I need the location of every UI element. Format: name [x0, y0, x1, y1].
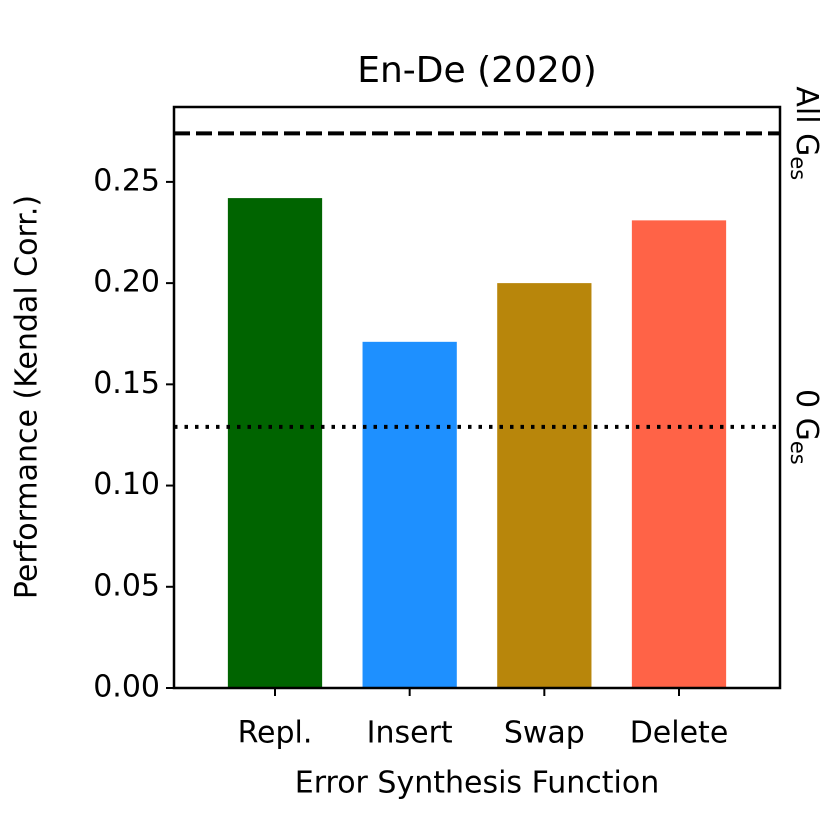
x-tick-label: Repl. — [238, 716, 313, 751]
bar — [497, 283, 592, 688]
y-axis-label: Performance (Kendal Corr.) — [10, 195, 45, 599]
reference-label-main: All G — [790, 86, 825, 156]
x-tick-label: Insert — [367, 716, 453, 751]
bar — [631, 220, 727, 689]
plot-frame — [172, 105, 782, 690]
x-axis-label: Error Synthesis Function — [295, 766, 659, 801]
y-tick-label: 0.05 — [93, 568, 160, 603]
bar — [362, 341, 457, 688]
reference-label: 0 Ges — [786, 389, 825, 465]
y-tick-label: 0.10 — [93, 467, 160, 502]
y-tick-label: 0.20 — [93, 265, 160, 300]
bar — [227, 198, 323, 688]
x-tick-label: Swap — [504, 716, 585, 751]
reference-label-main: 0 G — [790, 389, 825, 441]
reference-label-subscript: es — [786, 441, 810, 465]
y-tick-label: 0.15 — [93, 366, 160, 401]
reference-label: All Ges — [786, 86, 825, 180]
chart-title: En-De (2020) — [357, 50, 597, 91]
y-tick-label: 0.25 — [93, 163, 160, 198]
reference-label-subscript: es — [786, 156, 810, 180]
x-tick-label: Delete — [630, 716, 729, 751]
y-tick-label: 0.00 — [93, 670, 160, 705]
